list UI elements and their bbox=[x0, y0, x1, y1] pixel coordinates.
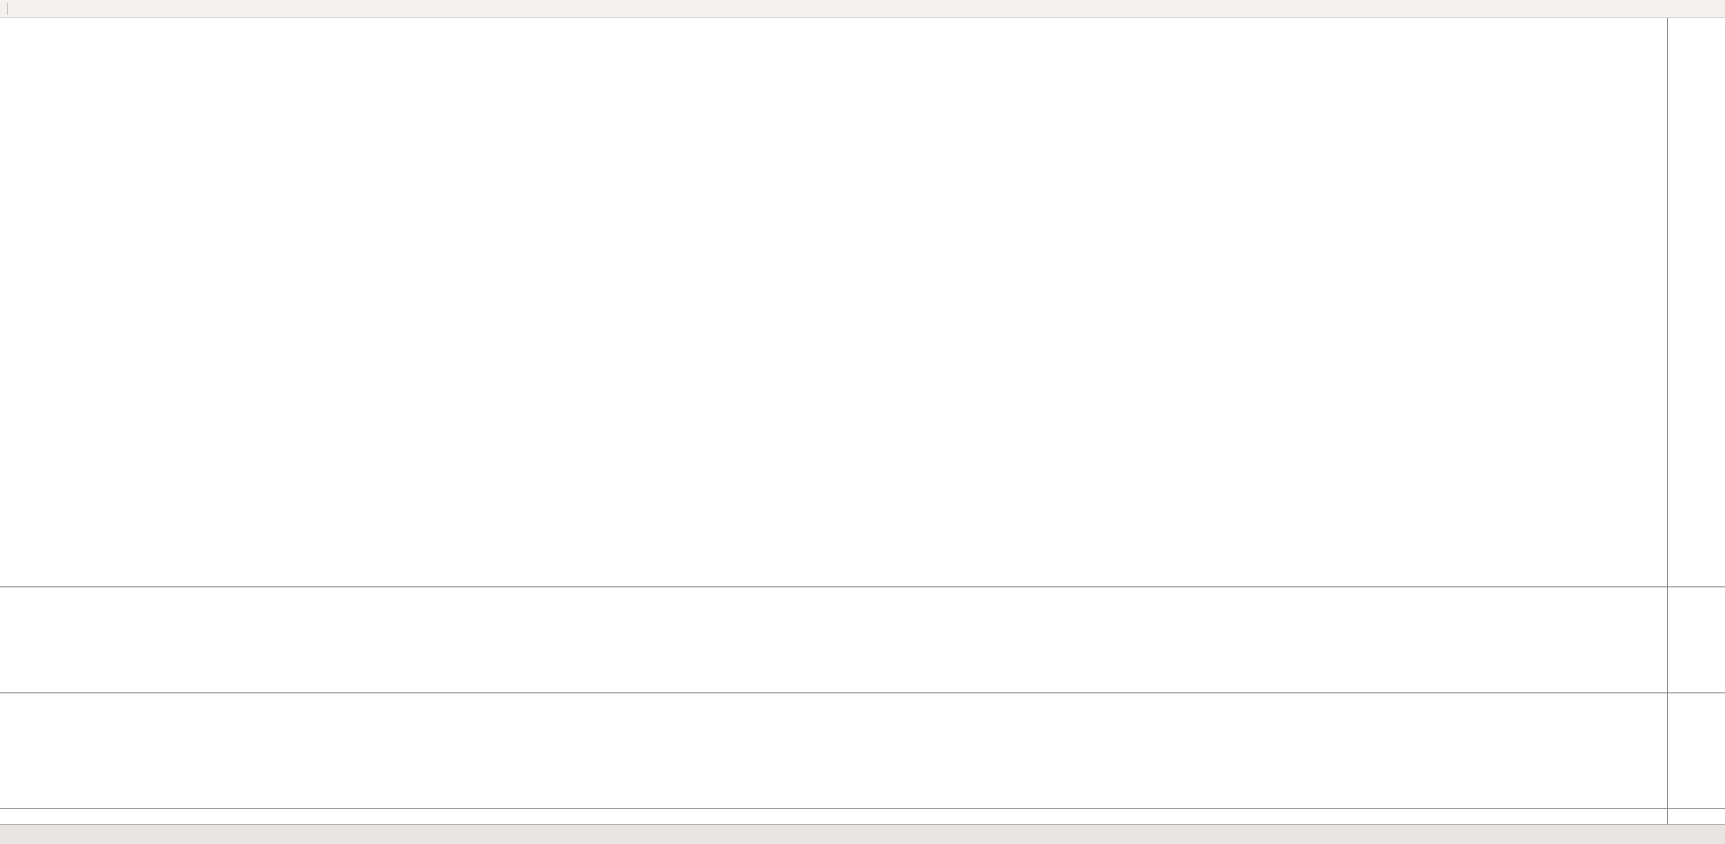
toolbar-separator bbox=[7, 2, 8, 15]
time-axis-separator bbox=[0, 808, 1725, 809]
symbol-tab-bar bbox=[0, 824, 1725, 844]
chart-ohlc-header bbox=[6, 22, 15, 34]
top-toolbar bbox=[0, 0, 1725, 18]
price-axis-border bbox=[1667, 18, 1668, 824]
chart-window bbox=[0, 18, 1725, 824]
pane-separator-macd[interactable] bbox=[0, 692, 1725, 694]
price-axis[interactable] bbox=[1667, 18, 1725, 824]
pane-separator-rsi[interactable] bbox=[0, 586, 1725, 588]
chart-plot-area[interactable] bbox=[0, 18, 1725, 824]
